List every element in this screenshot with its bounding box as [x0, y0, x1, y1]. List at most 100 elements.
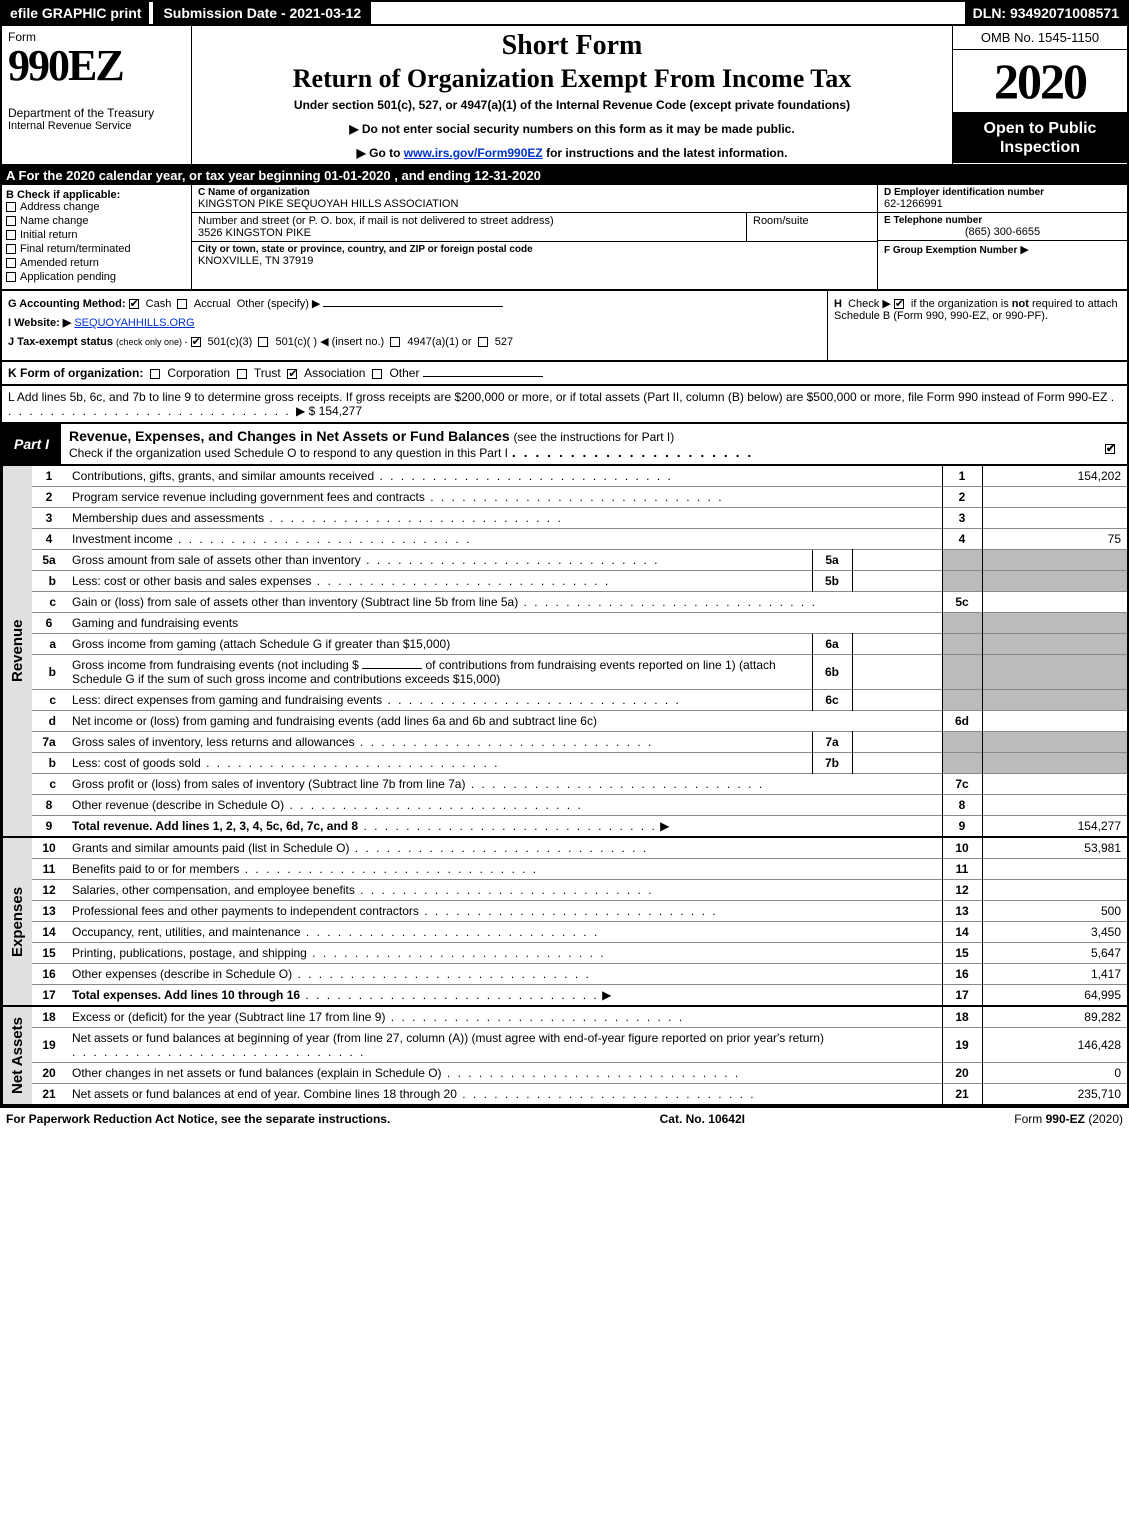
line-l-arrow: ▶ $	[296, 404, 315, 418]
goto-suffix: for instructions and the latest informat…	[546, 146, 787, 160]
room-cell: Room/suite	[747, 213, 877, 241]
chk-527[interactable]	[478, 337, 488, 347]
chk-address-change[interactable]: Address change	[6, 201, 187, 213]
n-21: 21	[32, 1084, 66, 1105]
line-h-not: not	[1012, 298, 1029, 310]
chk-final-return[interactable]: Final return/terminated	[6, 243, 187, 255]
chk-name-change[interactable]: Name change	[6, 215, 187, 227]
revenue-section: Revenue 1 Contributions, gifts, grants, …	[0, 466, 1129, 838]
ov-16: 1,417	[982, 964, 1127, 985]
d-5b: Less: cost or other basis and sales expe…	[72, 574, 311, 588]
org-name-label: C Name of organization	[198, 187, 871, 198]
ov-6b	[982, 655, 1127, 690]
footer-form-year: (2020)	[1088, 1112, 1123, 1126]
il-5a: 5a	[812, 550, 852, 571]
ol-21: 21	[942, 1084, 982, 1105]
line-k-label: K Form of organization:	[8, 366, 143, 380]
d-5c: Gain or (loss) from sale of assets other…	[72, 595, 518, 609]
n-6c: c	[32, 690, 66, 711]
room-label: Room/suite	[753, 215, 871, 227]
row-13: 13 Professional fees and other payments …	[32, 901, 1127, 922]
ov-12	[982, 880, 1127, 901]
ol-15: 15	[942, 943, 982, 964]
chk-association[interactable]	[287, 369, 297, 379]
n-6b: b	[32, 655, 66, 690]
iv-5b	[852, 571, 942, 592]
other-org-label: Other	[389, 366, 419, 380]
n-9: 9	[32, 816, 66, 837]
d-17: Total expenses. Add lines 10 through 16	[72, 988, 300, 1002]
chk-h[interactable]	[894, 299, 904, 309]
chk-cash[interactable]	[129, 299, 139, 309]
il-7b: 7b	[812, 753, 852, 774]
chk-501c[interactable]	[258, 337, 268, 347]
revenue-table: 1 Contributions, gifts, grants, and simi…	[32, 466, 1127, 836]
group-exemption-arrow: ▶	[1020, 244, 1028, 256]
tax-year: 2020	[953, 50, 1127, 113]
n-7b: b	[32, 753, 66, 774]
header-center: Short Form Return of Organization Exempt…	[192, 26, 952, 164]
ein-label: D Employer identification number	[884, 187, 1121, 198]
other-org-field[interactable]	[423, 376, 543, 377]
chk-trust[interactable]	[237, 369, 247, 379]
footer-mid: Cat. No. 10642I	[660, 1112, 745, 1126]
line-j: J Tax-exempt status (check only one) - 5…	[8, 335, 821, 348]
chk-501c3[interactable]	[191, 337, 201, 347]
ol-6a	[942, 634, 982, 655]
ol-14: 14	[942, 922, 982, 943]
ov-14: 3,450	[982, 922, 1127, 943]
d-6a: Gross income from gaming (attach Schedul…	[72, 637, 450, 651]
row-6c: c Less: direct expenses from gaming and …	[32, 690, 1127, 711]
line-i: I Website: ▶ SEQUOYAHHILLS.ORG	[8, 316, 821, 329]
chk-corporation[interactable]	[150, 369, 160, 379]
ol-13: 13	[942, 901, 982, 922]
chk-initial-return[interactable]: Initial return	[6, 229, 187, 241]
chk-accrual[interactable]	[177, 299, 187, 309]
corp-label: Corporation	[167, 366, 230, 380]
ov-20: 0	[982, 1063, 1127, 1084]
irs-link[interactable]: www.irs.gov/Form990EZ	[404, 146, 543, 160]
line-h-check: Check ▶	[848, 298, 891, 310]
row-20: 20 Other changes in net assets or fund b…	[32, 1063, 1127, 1084]
fundraising-amount-field[interactable]	[362, 668, 422, 669]
ol-11: 11	[942, 859, 982, 880]
chk-schedule-o[interactable]	[1105, 444, 1115, 454]
street-cell: Number and street (or P. O. box, if mail…	[192, 213, 747, 241]
d-5a: Gross amount from sale of assets other t…	[72, 553, 361, 567]
501c-label: 501(c)( ) ◀ (insert no.)	[275, 336, 384, 348]
netassets-section: Net Assets 18 Excess or (deficit) for th…	[0, 1007, 1129, 1106]
ein-value: 62-1266991	[884, 198, 1121, 210]
d-14: Occupancy, rent, utilities, and maintena…	[72, 925, 301, 939]
ol-19: 19	[942, 1028, 982, 1063]
efile-label[interactable]: efile GRAPHIC print	[2, 2, 149, 24]
d-3: Membership dues and assessments	[72, 511, 264, 525]
chk-amended-return[interactable]: Amended return	[6, 257, 187, 269]
chk-other-org[interactable]	[372, 369, 382, 379]
footer-form-word: Form	[1014, 1112, 1045, 1126]
box-ghij: G Accounting Method: Cash Accrual Other …	[0, 291, 1129, 362]
website-link[interactable]: SEQUOYAHHILLS.ORG	[74, 317, 194, 329]
city-row: City or town, state or province, country…	[192, 242, 877, 269]
goto-prefix: ▶ Go to	[357, 146, 404, 160]
other-specify-field[interactable]	[323, 306, 503, 307]
ov-7b	[982, 753, 1127, 774]
top-bar: efile GRAPHIC print Submission Date - 20…	[0, 0, 1129, 26]
line-j-label: J Tax-exempt status	[8, 336, 113, 348]
ol-18: 18	[942, 1007, 982, 1028]
d-7c: Gross profit or (loss) from sales of inv…	[72, 777, 465, 791]
ov-5c	[982, 592, 1127, 613]
group-exemption-label: F Group Exemption Number	[884, 245, 1017, 256]
line-h: H Check ▶ if the organization is not req…	[827, 291, 1127, 360]
city-value: KNOXVILLE, TN 37919	[198, 255, 871, 267]
ol-1: 1	[942, 466, 982, 487]
ol-5b	[942, 571, 982, 592]
d-13: Professional fees and other payments to …	[72, 904, 419, 918]
header-left: Form 990EZ Department of the Treasury In…	[2, 26, 192, 164]
info-grid: B Check if applicable: Address change Na…	[0, 185, 1129, 291]
iv-7a	[852, 732, 942, 753]
box-b: B Check if applicable: Address change Na…	[2, 185, 192, 289]
chk-application-pending[interactable]: Application pending	[6, 271, 187, 283]
chk-4947[interactable]	[390, 337, 400, 347]
d-2: Program service revenue including govern…	[72, 490, 425, 504]
ov-19: 146,428	[982, 1028, 1127, 1063]
